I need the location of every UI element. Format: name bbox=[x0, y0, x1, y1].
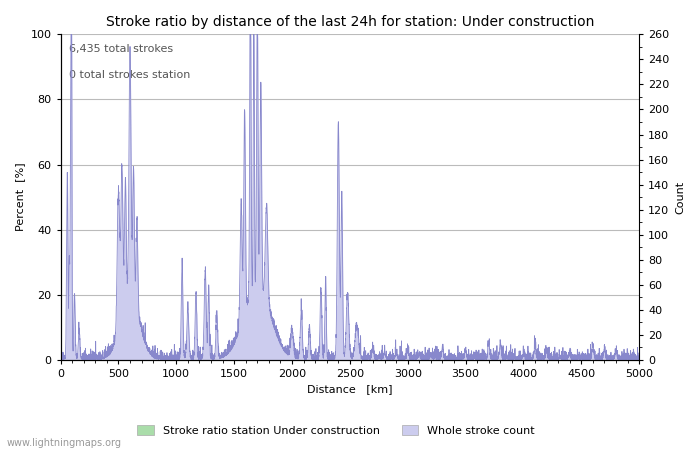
Text: www.lightningmaps.org: www.lightningmaps.org bbox=[7, 438, 122, 448]
Text: 0 total strokes station: 0 total strokes station bbox=[69, 70, 190, 80]
Legend: Stroke ratio station Under construction, Whole stroke count: Stroke ratio station Under construction,… bbox=[132, 420, 540, 440]
Text: 6,435 total strokes: 6,435 total strokes bbox=[69, 44, 174, 54]
Y-axis label: Percent  [%]: Percent [%] bbox=[15, 163, 25, 231]
Y-axis label: Count: Count bbox=[675, 180, 685, 214]
X-axis label: Distance   [km]: Distance [km] bbox=[307, 384, 393, 395]
Title: Stroke ratio by distance of the last 24h for station: Under construction: Stroke ratio by distance of the last 24h… bbox=[106, 15, 594, 29]
